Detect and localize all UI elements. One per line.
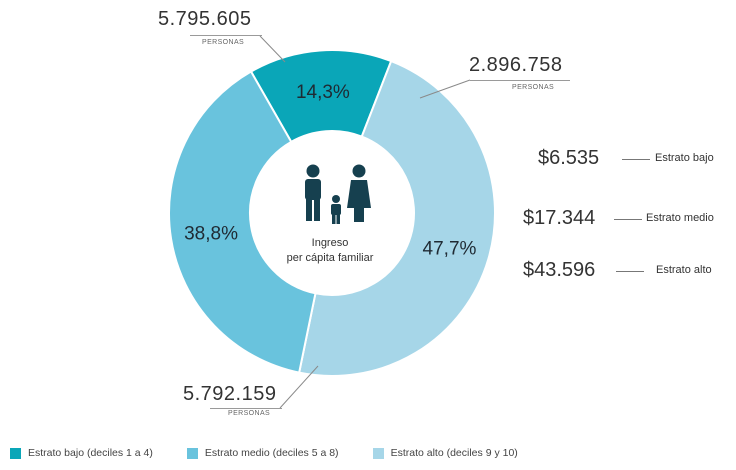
income-stratum-medio: Estrato medio bbox=[646, 212, 714, 224]
slice-medio bbox=[168, 70, 317, 374]
population-rule-bajo bbox=[190, 35, 262, 36]
income-amount-medio: $17.344 bbox=[523, 207, 596, 229]
leader-line-bajo bbox=[259, 35, 286, 63]
legend-item-medio: Estrato medio (deciles 5 a 8) bbox=[186, 447, 339, 459]
income-dash-alto bbox=[616, 271, 644, 272]
income-stratum-bajo: Estrato bajo bbox=[655, 152, 714, 164]
chart-legend: Estrato bajo (deciles 1 a 4) Estrato med… bbox=[10, 447, 518, 459]
legend-label-medio: Estrato medio (deciles 5 a 8) bbox=[204, 447, 339, 459]
income-dash-medio bbox=[614, 219, 642, 220]
legend-swatch-medio bbox=[186, 447, 198, 459]
income-stratum-alto: Estrato alto bbox=[656, 264, 712, 276]
center-label-line-2: per cápita familiar bbox=[286, 252, 374, 264]
income-dash-bajo bbox=[622, 159, 650, 160]
population-rule-alto bbox=[470, 80, 570, 81]
legend-swatch-alto bbox=[372, 447, 384, 459]
population-label-alto: 2.896.758 bbox=[469, 54, 563, 76]
legend-item-alto: Estrato alto (deciles 9 y 10) bbox=[372, 447, 518, 459]
population-unit-bajo: PERSONAS bbox=[202, 39, 245, 46]
slice-label-alto: 47,7% bbox=[423, 239, 477, 260]
population-rule-medio bbox=[210, 408, 282, 409]
income-amount-bajo: $6.535 bbox=[538, 147, 600, 169]
slice-alto bbox=[297, 59, 496, 377]
population-label-medio: 5.792.159 bbox=[183, 383, 277, 405]
income-amount-alto: $43.596 bbox=[523, 259, 596, 281]
leader-line-alto bbox=[419, 79, 471, 99]
slice-label-bajo: 14,3% bbox=[296, 82, 350, 103]
leader-line-medio bbox=[279, 365, 319, 409]
slice-label-medio: 38,8% bbox=[184, 223, 238, 244]
legend-swatch-bajo bbox=[10, 447, 21, 459]
center-label-line-1: Ingreso bbox=[311, 237, 349, 249]
center-label: Ingreso per cápita familiar bbox=[265, 236, 395, 266]
family-icon bbox=[305, 164, 371, 224]
legend-label-bajo: Estrato bajo (deciles 1 a 4) bbox=[28, 447, 153, 459]
population-label-bajo: 5.795.605 bbox=[158, 8, 252, 30]
population-unit-medio: PERSONAS bbox=[228, 410, 271, 417]
legend-item-bajo: Estrato bajo (deciles 1 a 4) bbox=[10, 447, 153, 459]
legend-label-alto: Estrato alto (deciles 9 y 10) bbox=[390, 447, 518, 459]
population-unit-alto: PERSONAS bbox=[512, 84, 555, 91]
